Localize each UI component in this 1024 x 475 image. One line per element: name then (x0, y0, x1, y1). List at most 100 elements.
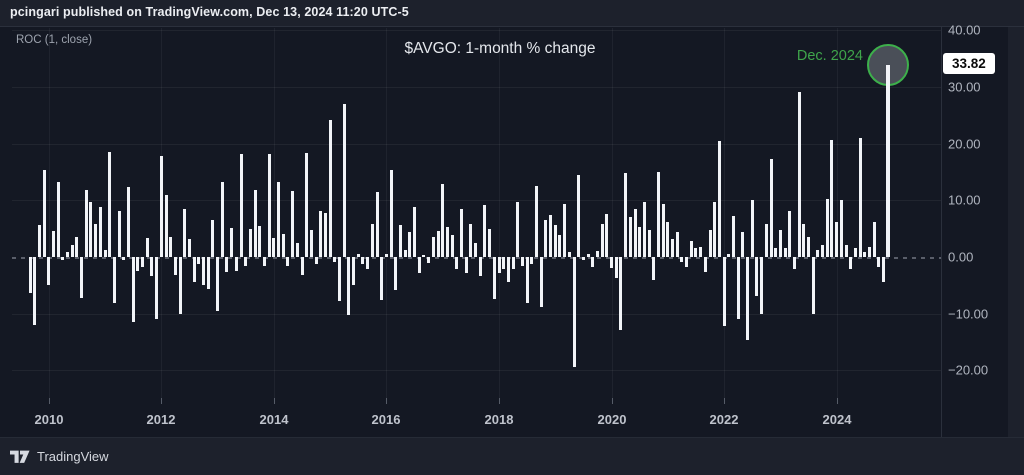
bar (666, 222, 669, 257)
bar (483, 205, 486, 257)
bar (272, 238, 275, 257)
bar (676, 232, 679, 257)
bar (704, 257, 707, 272)
bar (727, 254, 730, 257)
bar (394, 257, 397, 290)
header-strip: pcingari published on TradingView.com, D… (0, 0, 1024, 27)
bar (94, 224, 97, 257)
bar (329, 120, 332, 257)
bar (544, 220, 547, 257)
bar (122, 257, 125, 260)
bar (150, 257, 153, 276)
bar (408, 232, 411, 257)
bar (104, 250, 107, 257)
bar (788, 211, 791, 257)
bar (66, 252, 69, 257)
bar (33, 257, 36, 325)
tradingview-logo[interactable]: TradingView (10, 449, 109, 464)
bar (390, 170, 393, 257)
bar (460, 209, 463, 257)
h-gridline (12, 87, 941, 88)
bar (746, 257, 749, 340)
bar (629, 217, 632, 257)
bar (244, 257, 247, 266)
bar (43, 170, 46, 257)
bar (108, 152, 111, 257)
bar (502, 257, 505, 269)
bar (291, 191, 294, 257)
bar (127, 187, 130, 257)
bar (188, 239, 191, 257)
bar (165, 195, 168, 257)
bar (680, 257, 683, 262)
last-value-badge: 33.82 (943, 53, 995, 74)
price-label: 30.00 (948, 79, 981, 95)
bar (474, 243, 477, 257)
price-label: 40.00 (948, 22, 981, 38)
bar (835, 222, 838, 257)
v-gridline (274, 28, 275, 402)
bar (282, 234, 285, 257)
bar (657, 172, 660, 257)
bar (455, 257, 458, 269)
bar (57, 182, 60, 257)
bar (488, 229, 491, 257)
h-gridline (12, 314, 941, 315)
bar (690, 241, 693, 257)
bar (141, 257, 144, 267)
year-label: 2024 (822, 412, 852, 427)
bar (793, 257, 796, 269)
bar (798, 92, 801, 257)
bar (263, 257, 266, 266)
bar (713, 202, 716, 257)
bar (498, 257, 501, 273)
bar (174, 257, 177, 275)
bar (521, 257, 524, 266)
bar (118, 211, 121, 257)
bar (816, 250, 819, 257)
bar (685, 257, 688, 267)
bar (737, 257, 740, 319)
bar (404, 250, 407, 257)
bar (366, 257, 369, 269)
bar (268, 154, 271, 257)
bar (446, 227, 449, 257)
bar (882, 257, 885, 282)
bar (596, 251, 599, 257)
bar (160, 156, 163, 257)
bar (577, 175, 580, 257)
time-axis-tick (612, 398, 613, 404)
bar (507, 257, 510, 282)
bar (849, 257, 852, 269)
bar (751, 200, 754, 257)
bar (516, 202, 519, 257)
bar (338, 257, 341, 301)
time-axis-tick (837, 398, 838, 404)
v-gridline (499, 28, 500, 402)
v-gridline (837, 28, 838, 402)
v-gridline (49, 28, 50, 402)
bar (361, 257, 364, 264)
attribution-text: pcingari published on TradingView.com, D… (10, 5, 409, 19)
chart-title: $AVGO: 1-month % change (404, 40, 596, 57)
bar (573, 257, 576, 367)
bar (305, 153, 308, 257)
bar (802, 224, 805, 257)
time-axis-tick (161, 398, 162, 404)
highlight-date-label: Dec. 2024 (796, 48, 863, 64)
bar (399, 225, 402, 257)
bar (770, 159, 773, 257)
bar (413, 207, 416, 257)
bar (638, 227, 641, 257)
bar (146, 238, 149, 257)
bar (535, 186, 538, 257)
year-label: 2012 (146, 412, 176, 427)
bar (718, 141, 721, 257)
bar (221, 182, 224, 257)
price-label: −20.00 (948, 362, 989, 378)
bar (451, 235, 454, 257)
bar (886, 65, 890, 257)
bar (132, 257, 135, 322)
bar (113, 257, 116, 303)
